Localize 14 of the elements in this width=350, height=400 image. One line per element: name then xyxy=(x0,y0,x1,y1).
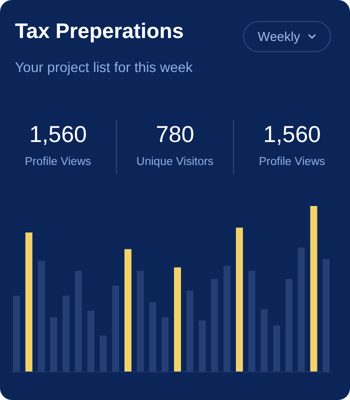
bar xyxy=(124,249,132,372)
bar xyxy=(174,267,181,372)
text: 1,560 xyxy=(28,120,88,148)
bar xyxy=(310,206,318,372)
text: Weekly xyxy=(258,29,300,44)
chart-title: Tax Preperations xyxy=(15,20,184,44)
chart-subtitle: Your project list for this week xyxy=(15,59,193,75)
text: Unique Visitors xyxy=(135,156,215,168)
text: 1,560 xyxy=(262,120,322,148)
bar xyxy=(236,228,243,372)
bar xyxy=(25,232,32,372)
text: Profile Views xyxy=(24,156,92,168)
text: 780 xyxy=(154,120,196,148)
text: Profile Views xyxy=(258,156,326,168)
